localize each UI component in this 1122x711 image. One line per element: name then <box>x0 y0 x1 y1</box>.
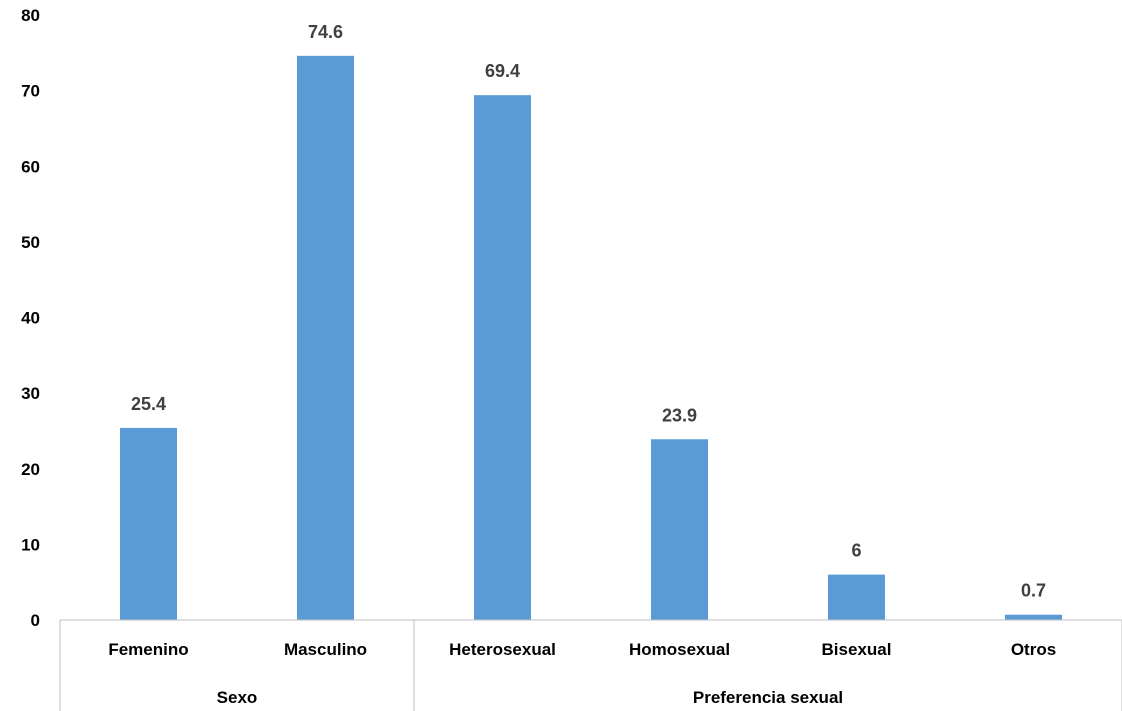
data-label: 74.6 <box>308 22 343 42</box>
x-category-label: Bisexual <box>822 640 892 659</box>
category-labels-group: Femenino Masculino Heterosexual Homosexual B… <box>108 640 1056 659</box>
bar-otros <box>1005 614 1062 620</box>
bar-heterosexual <box>474 95 531 621</box>
group-labels-group: Sexo Preferencia sexual <box>217 688 843 707</box>
x-category-label: Homosexual <box>629 640 730 659</box>
y-tick-label: 70 <box>21 82 40 101</box>
data-label: 6 <box>851 541 861 561</box>
y-tick-label: 80 <box>21 6 40 25</box>
data-labels-group: 25.4 74.6 69.4 23.9 6 0.7 <box>131 22 1046 601</box>
y-tick-label: 10 <box>21 535 40 554</box>
x-category-label: Otros <box>1011 640 1056 659</box>
y-tick-label: 50 <box>21 233 40 252</box>
data-label: 23.9 <box>662 405 697 425</box>
y-tick-label: 30 <box>21 384 40 403</box>
bar-masculino <box>297 55 354 620</box>
y-tick-label: 20 <box>21 460 40 479</box>
y-tick-label: 60 <box>21 157 40 176</box>
y-axis-ticks: 0 10 20 30 40 50 60 70 80 <box>21 6 40 630</box>
bar-femenino <box>120 427 177 620</box>
bars-group <box>120 55 1062 621</box>
x-category-label: Masculino <box>284 640 367 659</box>
bar-bisexual <box>828 574 885 620</box>
x-category-label: Femenino <box>108 640 188 659</box>
data-label: 25.4 <box>131 394 166 414</box>
data-label: 0.7 <box>1021 581 1046 601</box>
axes-group <box>59 619 1122 711</box>
x-category-label: Heterosexual <box>449 640 556 659</box>
bar-homosexual <box>651 439 708 620</box>
data-label: 69.4 <box>485 61 520 81</box>
x-group-label: Sexo <box>217 688 258 707</box>
y-tick-label: 0 <box>31 611 40 630</box>
x-group-label: Preferencia sexual <box>693 688 843 707</box>
y-tick-label: 40 <box>21 309 40 328</box>
